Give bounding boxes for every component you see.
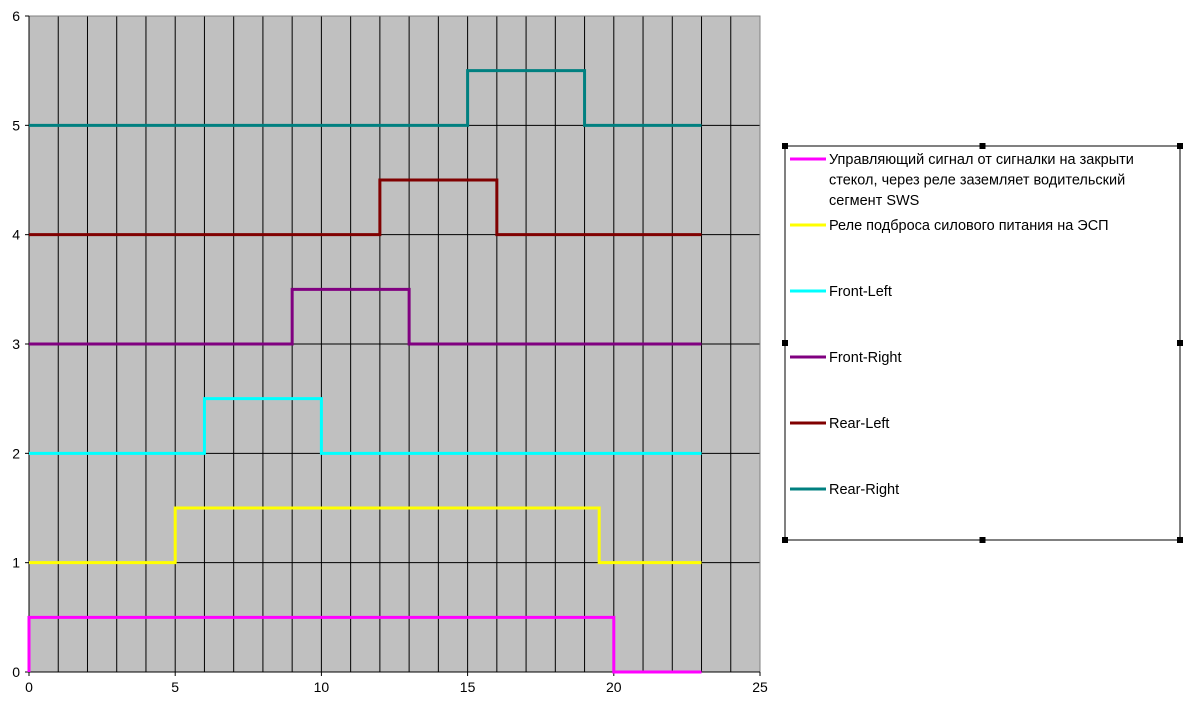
legend-label: стекол, через реле заземляет водительски… (829, 173, 1125, 189)
legend[interactable]: Управляющий сигнал от сигналки на закрыт… (782, 143, 1183, 543)
y-tick-label: 2 (12, 445, 20, 461)
legend-label: Реле подброса силового питания на ЭСП (829, 218, 1109, 234)
legend-entries: Управляющий сигнал от сигналки на закрыт… (790, 152, 1134, 498)
legend-label: Front-Left (829, 284, 892, 300)
y-tick-label: 0 (12, 664, 20, 680)
legend-entry-2: Реле подброса силового питания на ЭСП (790, 218, 1109, 234)
x-tick-label: 15 (460, 679, 476, 695)
legend-entry-4: Front-Right (790, 350, 902, 366)
series-line-1 (27, 615, 702, 674)
y-tick-label: 3 (12, 336, 20, 352)
legend-entry-3: Front-Left (790, 284, 892, 300)
x-tick-label: 5 (171, 679, 179, 695)
y-tick-label: 5 (12, 117, 20, 133)
legend-label: Front-Right (829, 350, 902, 366)
series-line-6 (29, 69, 702, 127)
series-line-3 (29, 397, 702, 455)
legend-label: Rear-Left (829, 416, 889, 432)
legend-entry-5: Rear-Left (790, 416, 889, 432)
x-tick-label: 20 (606, 679, 622, 695)
series-line-4 (29, 287, 702, 346)
legend-resize-handle[interactable] (979, 143, 986, 149)
legend-resize-handle[interactable] (1177, 340, 1183, 346)
legend-resize-handle[interactable] (782, 340, 788, 346)
series-line-2 (29, 506, 702, 565)
series-line-5 (29, 178, 702, 237)
x-tick-label: 10 (314, 679, 330, 695)
legend-resize-handle[interactable] (979, 537, 986, 543)
y-tick-label: 1 (12, 555, 20, 571)
y-tick-label: 4 (12, 227, 20, 243)
legend-resize-handle[interactable] (782, 537, 788, 543)
legend-resize-handle[interactable] (782, 143, 788, 149)
legend-entry-1: Управляющий сигнал от сигналки на закрыт… (790, 152, 1134, 209)
y-tick-label: 6 (12, 8, 20, 24)
x-tick-label: 0 (25, 679, 33, 695)
legend-box[interactable] (784, 145, 1181, 541)
series-lines (27, 69, 702, 674)
legend-resize-handle[interactable] (1177, 537, 1183, 543)
legend-label: сегмент SWS (829, 193, 919, 209)
legend-label: Rear-Right (829, 482, 899, 498)
legend-resize-handle[interactable] (1177, 143, 1183, 149)
legend-entry-6: Rear-Right (790, 482, 899, 498)
x-tick-label: 25 (752, 679, 768, 695)
legend-label: Управляющий сигнал от сигналки на закрыт… (829, 152, 1134, 168)
